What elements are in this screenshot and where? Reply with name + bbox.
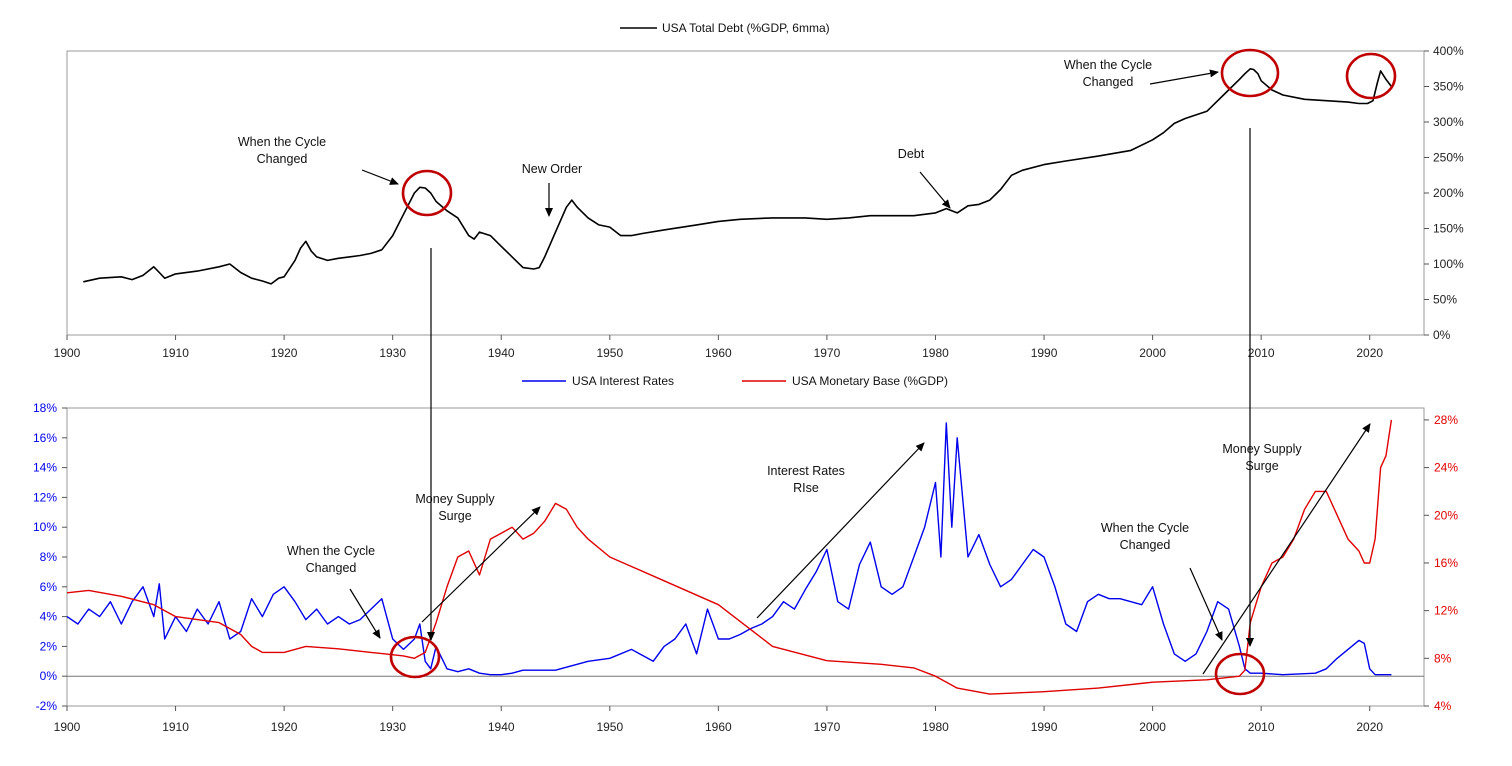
x-tick-label-bottom: 1920	[271, 720, 298, 734]
y-tick-label-left: 18%	[33, 401, 57, 415]
top-annotation-text: When the Cycle	[238, 135, 326, 149]
y-tick-label-right: 12%	[1434, 604, 1458, 618]
series-line-total-debt	[83, 68, 1393, 285]
y-tick-label-right: 16%	[1434, 556, 1458, 570]
x-tick-label-top: 1920	[271, 346, 298, 360]
x-tick-label-top: 1960	[705, 346, 732, 360]
y-tick-label-top: 150%	[1433, 222, 1464, 236]
x-tick-label-bottom: 1960	[705, 720, 732, 734]
x-tick-label-bottom: 1980	[922, 720, 949, 734]
top-annotation-arrow	[1149, 69, 1219, 85]
bottom-annotation-arrow	[421, 506, 541, 623]
bottom-annotation-text: RIse	[793, 481, 819, 495]
y-tick-label-top: 400%	[1433, 44, 1464, 58]
bottom-annotation-text: Surge	[1245, 459, 1278, 473]
x-tick-label-top: 1990	[1031, 346, 1058, 360]
x-tick-label-top: 1940	[488, 346, 515, 360]
highlight-circle-bottom-1933	[389, 635, 441, 679]
x-tick-label-bottom: 1990	[1031, 720, 1058, 734]
bottom-annotation-text: Changed	[1120, 538, 1171, 552]
y-tick-label-left: 8%	[40, 550, 58, 564]
top-annotation-text: Changed	[1083, 75, 1134, 89]
highlight-circle-top-1933	[401, 169, 453, 217]
x-tick-label-top: 1900	[54, 346, 81, 360]
y-tick-label-left: -2%	[36, 699, 58, 713]
bottom-annotation-text: Surge	[438, 509, 471, 523]
highlight-circle-bottom-2009	[1214, 652, 1266, 696]
y-tick-label-right: 28%	[1434, 413, 1458, 427]
bottom-annotation-text: Money Supply	[415, 492, 495, 506]
bottom-annotation-text: Interest Rates	[767, 464, 845, 478]
x-tick-label-bottom: 2010	[1248, 720, 1275, 734]
bottom-annotation-arrow	[349, 588, 381, 639]
y-tick-label-top: 250%	[1433, 151, 1464, 165]
bottom-annotation-text: Changed	[306, 561, 357, 575]
top-annotation-text: New Order	[522, 162, 582, 176]
x-tick-label-bottom: 2020	[1356, 720, 1383, 734]
y-tick-label-top: 50%	[1433, 293, 1457, 307]
bottom-chart: 1900 1910 1920 1930 1940 1950 1960 1970 1980 1990…	[33, 374, 1458, 734]
series-line-monetary-base	[66, 419, 1393, 695]
plot-area-top	[66, 50, 1425, 336]
y-tick-label-left: 0%	[40, 669, 58, 683]
bottom-annotation-text: Money Supply	[1222, 442, 1302, 456]
legend-label-total-debt: USA Total Debt (%GDP, 6mma)	[662, 21, 830, 35]
y-tick-label-left: 10%	[33, 520, 57, 534]
bottom-annotation-arrow	[1202, 423, 1371, 675]
y-tick-label-left: 12%	[33, 490, 57, 504]
x-tick-label-top: 2000	[1139, 346, 1166, 360]
x-tick-label-bottom: 1970	[814, 720, 841, 734]
y-tick-label-left: 16%	[33, 431, 57, 445]
x-tick-label-bottom: 1950	[596, 720, 623, 734]
series-line-interest-rates	[66, 422, 1392, 676]
y-tick-label-left: 6%	[40, 580, 58, 594]
highlight-circle-top-2009	[1220, 48, 1280, 98]
y-tick-label-left: 14%	[33, 461, 57, 475]
y-tick-label-top: 350%	[1433, 80, 1464, 94]
top-annotation-text: When the Cycle	[1064, 58, 1152, 72]
bottom-annotation-text: When the Cycle	[1101, 521, 1189, 535]
bottom-annotation-arrow	[756, 442, 925, 619]
y-tick-label-left: 2%	[40, 639, 58, 653]
top-annotation-text: Changed	[257, 152, 308, 166]
top-annotation-arrow	[919, 171, 951, 209]
legend-label-interest-rates: USA Interest Rates	[572, 374, 674, 388]
y-tick-label-right: 8%	[1434, 651, 1452, 665]
x-tick-label-top: 2010	[1248, 346, 1275, 360]
y-tick-label-top: 0%	[1433, 328, 1451, 342]
y-tick-label-right: 24%	[1434, 461, 1458, 475]
x-tick-label-bottom: 1910	[162, 720, 189, 734]
top-annotation-text: Debt	[898, 147, 925, 161]
x-tick-label-top: 1910	[162, 346, 189, 360]
x-tick-label-bottom: 1930	[379, 720, 406, 734]
y-tick-label-left: 4%	[40, 610, 58, 624]
highlight-circle-top-2020	[1345, 52, 1397, 100]
y-tick-label-top: 300%	[1433, 115, 1464, 129]
y-tick-label-right: 20%	[1434, 508, 1458, 522]
y-tick-label-right: 4%	[1434, 699, 1452, 713]
bottom-annotation-arrow	[1189, 567, 1223, 641]
y-tick-label-top: 100%	[1433, 257, 1464, 271]
annotations: When the Cycle Changed New Order Debt When t…	[238, 48, 1397, 696]
x-tick-label-top: 1950	[596, 346, 623, 360]
y-tick-label-top: 200%	[1433, 186, 1464, 200]
x-tick-label-top: 2020	[1356, 346, 1383, 360]
x-tick-label-bottom: 2000	[1139, 720, 1166, 734]
x-tick-label-top: 1930	[379, 346, 406, 360]
x-tick-label-bottom: 1940	[488, 720, 515, 734]
bottom-annotation-text: When the Cycle	[287, 544, 375, 558]
x-tick-label-bottom: 1900	[54, 720, 81, 734]
x-tick-label-top: 1970	[814, 346, 841, 360]
top-annotation-arrow	[361, 169, 399, 185]
legend-label-monetary-base: USA Monetary Base (%GDP)	[792, 374, 948, 388]
top-chart: 1900 1910 1920 1930 1940 1950 1960 1970 1980 1990…	[54, 21, 1464, 360]
x-tick-label-top: 1980	[922, 346, 949, 360]
